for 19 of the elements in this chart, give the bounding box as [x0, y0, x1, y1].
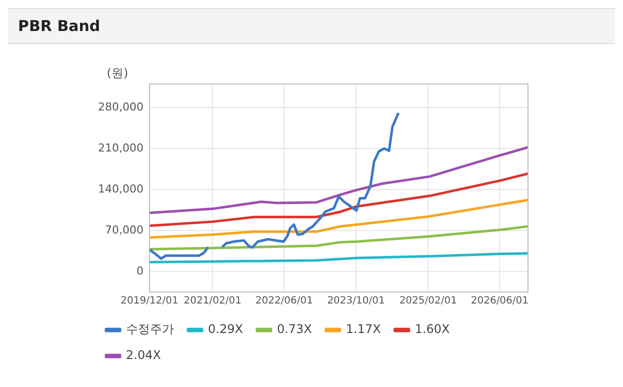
legend-label: 0.29X	[208, 322, 243, 336]
y-axis-title: (원)	[106, 66, 128, 80]
x-tick-label: 2026/06/01	[470, 296, 528, 307]
x-tick-label: 2021/02/01	[184, 296, 242, 307]
legend-label: 수정주가	[126, 322, 174, 336]
legend-label: 2.04X	[126, 348, 161, 362]
x-tick-label: 2022/06/01	[255, 296, 313, 307]
y-tick-label: 280,000	[98, 100, 144, 114]
x-tick-label: 2025/02/01	[399, 296, 457, 307]
legend-label: 1.17X	[346, 322, 381, 336]
legend-label: 1.60X	[414, 322, 450, 336]
y-tick-label: 140,000	[98, 182, 144, 196]
y-tick-label: 210,000	[98, 141, 144, 154]
x-tick-label: 2023/10/01	[327, 296, 385, 307]
legend-label: 0.73X	[276, 322, 312, 336]
y-tick-label: 70,000	[104, 223, 144, 236]
chart-title: PBR Band	[8, 8, 615, 44]
x-tick-label: 2019/12/01	[120, 296, 178, 307]
y-tick-label: 0	[136, 264, 144, 278]
